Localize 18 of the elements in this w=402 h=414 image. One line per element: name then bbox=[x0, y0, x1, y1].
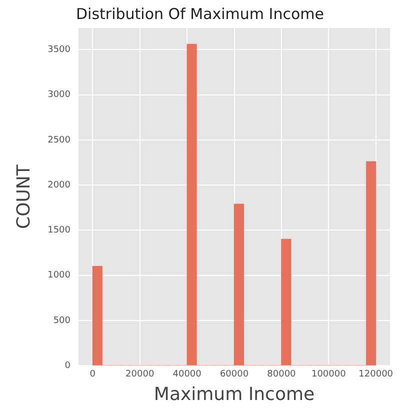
y-axis-title: COUNT bbox=[13, 164, 34, 229]
x-tick-label: 100000 bbox=[311, 369, 346, 380]
y-tick-label: 1000 bbox=[48, 270, 71, 281]
chart-title: Distribution Of Maximum Income bbox=[76, 4, 324, 23]
x-axis-title: Maximum Income bbox=[154, 384, 315, 405]
x-tick-label: 120000 bbox=[358, 369, 394, 380]
x-tick-label: 20000 bbox=[126, 369, 154, 380]
y-tick-label: 3500 bbox=[48, 45, 71, 56]
y-tick-label: 3000 bbox=[48, 90, 71, 100]
y-tick-label: 2500 bbox=[48, 135, 71, 146]
y-tick-label: 2000 bbox=[48, 180, 71, 190]
x-tick-label: 80000 bbox=[267, 369, 296, 380]
y-tick-label: 500 bbox=[53, 316, 71, 326]
x-tick-label: 60000 bbox=[220, 369, 249, 380]
y-tick-label: 0 bbox=[64, 360, 71, 371]
x-tick-label: 40000 bbox=[172, 369, 202, 380]
y-tick-label: 1500 bbox=[48, 226, 71, 236]
x-tick-label: 0 bbox=[90, 369, 96, 380]
